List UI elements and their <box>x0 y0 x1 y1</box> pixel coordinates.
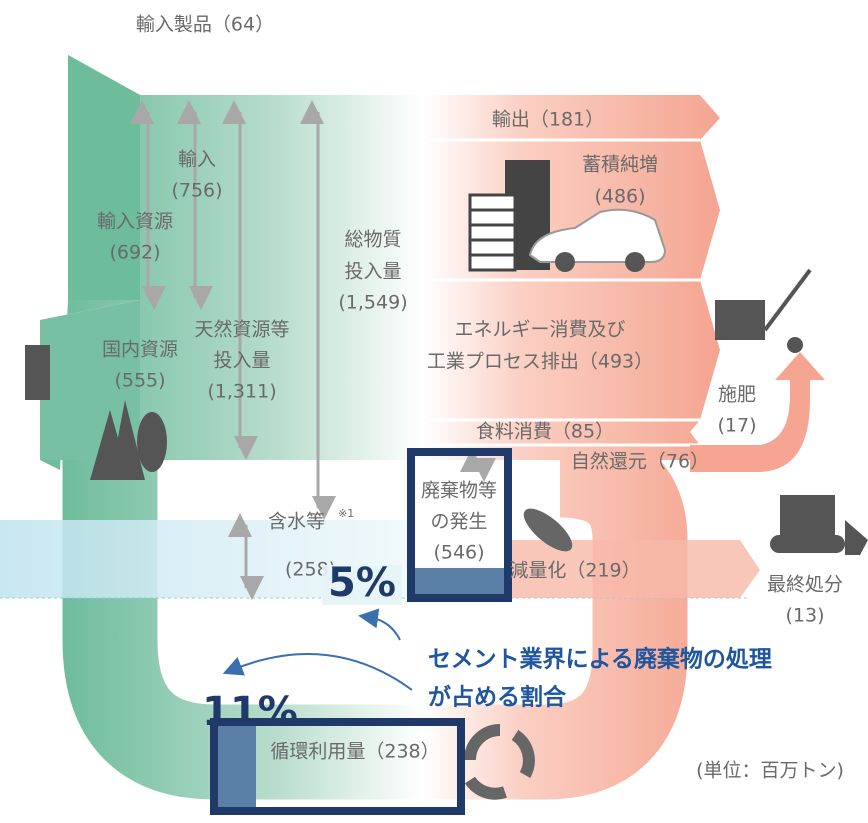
waste-box <box>407 448 512 602</box>
label: 輸入 <box>178 149 216 171</box>
label: 廃棄物等 <box>421 480 497 502</box>
gray-arrows <box>130 100 496 600</box>
label: 施肥 <box>718 384 756 406</box>
share-label: 11% <box>202 689 298 735</box>
pointer-arrow <box>358 608 401 641</box>
label: (1,311) <box>207 381 276 403</box>
label: (756) <box>171 180 222 202</box>
label: 食料消費（85） <box>476 421 614 443</box>
label: 工業プロセス排出（493） <box>427 351 653 373</box>
car-icon <box>528 208 667 272</box>
share-label: 5% <box>328 560 396 606</box>
label-note: ※1 <box>338 507 354 520</box>
label: 減量化（219） <box>509 560 640 582</box>
label: 天然資源等 <box>194 319 289 341</box>
share-backdrop <box>322 565 402 605</box>
label: 投入量 <box>213 350 270 372</box>
loop-flow <box>62 422 688 800</box>
label: 含水等 <box>268 511 325 533</box>
tires-icon <box>523 508 573 552</box>
label: 循環利用量（238） <box>270 741 439 763</box>
recycle-icon <box>464 724 535 800</box>
label: (1,549) <box>338 292 407 314</box>
label: エネルギー消費及び <box>454 319 625 341</box>
label: 輸入資源 <box>97 211 173 233</box>
label: 輸入製品（64） <box>136 14 274 36</box>
label: の発生 <box>430 511 487 533</box>
label: 総物質 <box>344 229 401 251</box>
waste-share-fill <box>411 568 508 598</box>
label: (17) <box>717 415 756 437</box>
label: (555) <box>114 370 165 392</box>
label: (486) <box>594 186 645 208</box>
label: (692) <box>109 242 160 264</box>
label: 国内資源 <box>102 339 178 361</box>
import-flow <box>68 55 140 300</box>
domestic-flow <box>40 300 140 460</box>
label: 輸出（181） <box>492 109 604 131</box>
label: (13) <box>785 605 824 627</box>
label: (546) <box>433 542 484 564</box>
label: 投入量 <box>344 261 401 283</box>
fertilizer-flow <box>690 352 825 472</box>
unit-note: (単位：百万トン) <box>696 760 844 782</box>
label: 蓄積純増 <box>582 154 658 176</box>
caption: セメント業界による廃棄物の処理 <box>428 646 772 673</box>
pointer-arrow <box>222 653 413 691</box>
building-icon <box>468 160 550 272</box>
forest-icon <box>25 345 167 480</box>
label: 最終処分 <box>767 574 843 596</box>
reduction-flow <box>510 540 760 598</box>
bulldozer-icon <box>770 495 868 555</box>
label: 自然還元（76） <box>571 451 709 473</box>
band-separators <box>430 138 700 447</box>
cart-icon <box>715 268 812 353</box>
recycle-share-fill <box>214 722 256 811</box>
caption: が占める割合 <box>428 684 567 711</box>
recycle-box <box>210 718 465 815</box>
